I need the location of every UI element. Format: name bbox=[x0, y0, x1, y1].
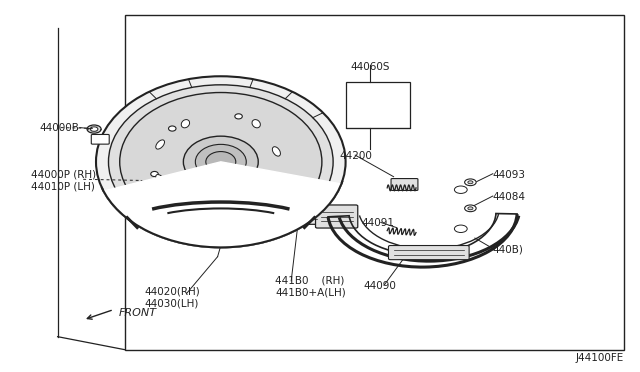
Text: 44000B: 44000B bbox=[40, 124, 79, 133]
FancyBboxPatch shape bbox=[92, 134, 109, 144]
Text: 44020(RH)
44030(LH): 44020(RH) 44030(LH) bbox=[144, 287, 200, 308]
Text: J44100FE: J44100FE bbox=[576, 353, 624, 363]
Ellipse shape bbox=[195, 144, 246, 179]
Text: 44000P (RH)
44010P (LH): 44000P (RH) 44010P (LH) bbox=[31, 170, 96, 191]
Bar bbox=[346, 82, 410, 128]
Ellipse shape bbox=[168, 126, 176, 131]
Ellipse shape bbox=[156, 140, 164, 149]
Text: FRONT: FRONT bbox=[118, 308, 156, 318]
FancyBboxPatch shape bbox=[264, 209, 322, 224]
Text: 441B0    (RH)
441B0+A(LH): 441B0 (RH) 441B0+A(LH) bbox=[275, 276, 346, 297]
FancyBboxPatch shape bbox=[388, 246, 469, 260]
Ellipse shape bbox=[96, 76, 346, 247]
Text: 44091: 44091 bbox=[362, 218, 395, 228]
Ellipse shape bbox=[465, 205, 476, 212]
Ellipse shape bbox=[90, 127, 98, 131]
Ellipse shape bbox=[108, 85, 333, 239]
Ellipse shape bbox=[181, 196, 189, 204]
Text: 44090: 44090 bbox=[364, 282, 396, 291]
FancyBboxPatch shape bbox=[316, 205, 358, 228]
Ellipse shape bbox=[266, 193, 273, 198]
Circle shape bbox=[454, 186, 467, 193]
Ellipse shape bbox=[156, 174, 164, 184]
FancyBboxPatch shape bbox=[391, 179, 418, 190]
Ellipse shape bbox=[235, 114, 243, 119]
Text: 4405I (RH)
44051+A(LH): 4405I (RH) 44051+A(LH) bbox=[256, 179, 326, 201]
Text: 440B): 440B) bbox=[493, 244, 524, 254]
Ellipse shape bbox=[151, 171, 158, 177]
Ellipse shape bbox=[263, 210, 269, 223]
Text: 44093: 44093 bbox=[493, 170, 526, 180]
Ellipse shape bbox=[87, 125, 101, 133]
Ellipse shape bbox=[465, 179, 476, 186]
Ellipse shape bbox=[468, 207, 473, 210]
Text: 44084: 44084 bbox=[493, 192, 526, 202]
Text: 44200: 44200 bbox=[339, 151, 372, 161]
Ellipse shape bbox=[206, 151, 236, 172]
Ellipse shape bbox=[273, 147, 280, 156]
Polygon shape bbox=[104, 162, 341, 247]
Ellipse shape bbox=[199, 205, 207, 210]
Ellipse shape bbox=[181, 119, 189, 128]
Bar bbox=[125, 15, 624, 350]
Circle shape bbox=[454, 225, 467, 232]
Ellipse shape bbox=[468, 181, 473, 184]
Ellipse shape bbox=[120, 93, 322, 231]
Ellipse shape bbox=[183, 136, 259, 187]
Ellipse shape bbox=[252, 119, 260, 128]
Text: 44060S: 44060S bbox=[350, 62, 390, 72]
Ellipse shape bbox=[317, 210, 323, 223]
